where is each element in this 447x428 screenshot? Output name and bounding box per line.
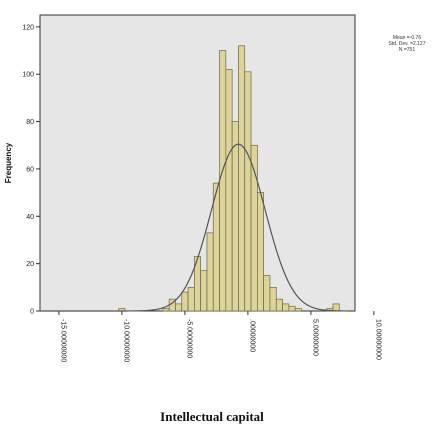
x-axis-label: Intellectual capital <box>160 409 264 424</box>
y-tick-label: 40 <box>26 214 34 221</box>
x-axis: -15.00000000 -10.00000000 -5.00000000 .0000… <box>58 311 381 362</box>
histogram-bar <box>257 192 265 312</box>
normal-curve <box>40 143 355 312</box>
y-tick-label: 120 <box>22 24 34 31</box>
x-tick-label: -10.00000000 <box>122 319 129 362</box>
histogram-bar <box>275 298 283 312</box>
histogram-bar <box>162 308 170 312</box>
histogram-bar <box>219 50 227 312</box>
histogram-bar <box>282 303 290 312</box>
y-axis: 0 20 40 60 80 100 120 <box>22 24 40 316</box>
histogram-bar <box>269 286 277 312</box>
y-tick-label: 0 <box>30 309 34 316</box>
x-tick-label: -5.00000000 <box>185 319 192 358</box>
x-tick-label: .00000000 <box>248 319 255 352</box>
y-tick-label: 100 <box>22 72 34 79</box>
histogram-bar <box>225 69 233 312</box>
y-tick-label: 20 <box>26 261 34 268</box>
x-tick-label: 10.00000000 <box>374 319 381 360</box>
stats-line: N =751 <box>399 47 415 53</box>
histogram-bar <box>294 308 302 312</box>
histogram-bar <box>263 275 271 312</box>
stats-line: Mean =-0.76 <box>393 35 421 41</box>
histogram-bar <box>181 291 189 312</box>
y-tick-label: 80 <box>26 119 34 126</box>
y-tick-label: 60 <box>26 166 34 173</box>
histogram-bar <box>206 232 214 312</box>
histogram-bar <box>200 270 208 312</box>
histogram-bar <box>332 303 340 312</box>
histogram-bar <box>175 303 183 312</box>
histogram-bar <box>212 182 220 312</box>
stats-line: Std. Dev. =2.127 <box>388 41 425 47</box>
histogram-bars <box>118 45 340 312</box>
histogram-bar <box>288 305 296 312</box>
x-tick-label: -15.00000000 <box>59 319 66 362</box>
y-axis-label: Frequency <box>4 142 13 183</box>
histogram-bar <box>244 71 252 312</box>
histogram-bar <box>238 45 246 312</box>
histogram-bar <box>187 286 195 312</box>
x-tick-label: 5.00000000 <box>311 319 318 356</box>
histogram-bar <box>231 121 239 312</box>
